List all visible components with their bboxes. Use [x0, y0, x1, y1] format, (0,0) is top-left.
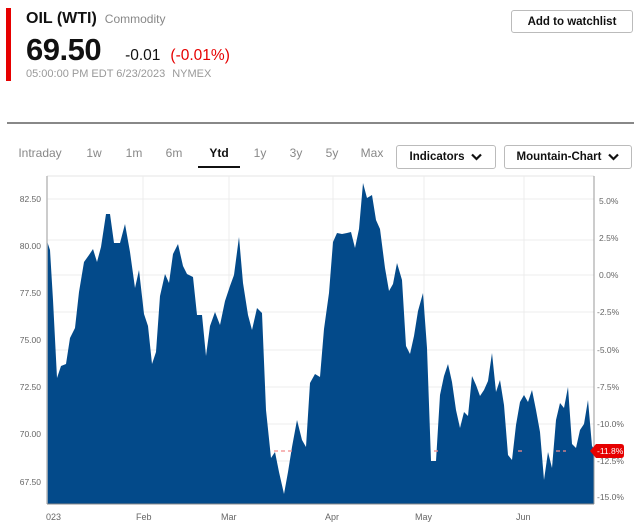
svg-text:-11.8%: -11.8% — [597, 446, 624, 456]
tab-intraday[interactable]: Intraday — [18, 146, 62, 160]
left-y-axis: 82.50 80.00 77.50 75.00 72.50 70.00 67.5… — [20, 194, 42, 487]
svg-text:-7.5%: -7.5% — [597, 382, 620, 392]
indicators-label: Indicators — [409, 151, 465, 163]
range-tabs: Intraday 1w 1m 6m Ytd 1y 3y 5y Max — [8, 140, 394, 170]
accent-bar — [6, 8, 11, 81]
tab-1m[interactable]: 1m — [125, 146, 143, 160]
x-axis: 023 Feb Mar Apr May Jun — [46, 512, 531, 522]
svg-text:Mar: Mar — [221, 512, 237, 522]
quote-header: OIL (WTI) Commodity 69.50 -0.01 (-0.01%)… — [6, 8, 386, 82]
tab-ytd[interactable]: Ytd — [198, 140, 240, 168]
svg-text:-5.0%: -5.0% — [597, 345, 620, 355]
add-to-watchlist-button[interactable]: Add to watchlist — [511, 10, 633, 33]
svg-text:82.50: 82.50 — [20, 194, 42, 204]
svg-text:Feb: Feb — [136, 512, 152, 522]
svg-text:72.50: 72.50 — [20, 382, 42, 392]
current-value-badge: -11.8% — [590, 444, 624, 458]
svg-text:023: 023 — [46, 512, 61, 522]
exchange-label: NYMEX — [172, 68, 212, 80]
asset-type-label: Commodity — [104, 12, 166, 26]
price-row: 69.50 -0.01 (-0.01%) — [26, 32, 230, 68]
svg-text:-12.5%: -12.5% — [597, 456, 624, 466]
svg-text:67.50: 67.50 — [20, 477, 42, 487]
tab-max[interactable]: Max — [360, 146, 384, 160]
tab-1y[interactable]: 1y — [253, 146, 267, 160]
svg-text:70.00: 70.00 — [20, 429, 42, 439]
price-area — [47, 183, 594, 504]
svg-text:-2.5%: -2.5% — [597, 307, 620, 317]
svg-text:5.0%: 5.0% — [599, 196, 619, 206]
symbol-title: OIL (WTI) — [26, 10, 97, 27]
svg-text:Jun: Jun — [516, 512, 531, 522]
price-change: -0.01 — [125, 47, 161, 64]
tab-3y[interactable]: 3y — [289, 146, 303, 160]
svg-text:80.00: 80.00 — [20, 241, 42, 251]
svg-text:-10.0%: -10.0% — [597, 419, 624, 429]
chart-type-dropdown[interactable]: Mountain-Chart — [504, 145, 632, 169]
timestamp-row: 05:00:00 PM EDT 6/23/2023 NYMEX — [26, 68, 211, 80]
svg-text:2.5%: 2.5% — [599, 233, 619, 243]
chevron-down-icon — [608, 153, 620, 161]
svg-text:0.0%: 0.0% — [599, 270, 619, 280]
title-row: OIL (WTI) Commodity — [26, 10, 165, 28]
section-divider — [7, 122, 634, 124]
price-change-percent: (-0.01%) — [170, 47, 230, 64]
last-price: 69.50 — [26, 32, 102, 67]
svg-text:May: May — [415, 512, 433, 522]
svg-text:-15.0%: -15.0% — [597, 492, 624, 502]
chevron-down-icon — [471, 153, 483, 161]
chart-type-label: Mountain-Chart — [516, 151, 602, 163]
price-chart[interactable]: 82.50 80.00 77.50 75.00 72.50 70.00 67.5… — [0, 174, 640, 528]
svg-text:75.00: 75.00 — [20, 335, 42, 345]
svg-text:Apr: Apr — [325, 512, 339, 522]
quote-timestamp: 05:00:00 PM EDT 6/23/2023 — [26, 68, 166, 80]
right-y-axis: 5.0% 2.5% 0.0% -2.5% -5.0% -7.5% -10.0% … — [597, 196, 624, 502]
tab-1w[interactable]: 1w — [86, 146, 102, 160]
tab-5y[interactable]: 5y — [325, 146, 339, 160]
indicators-dropdown[interactable]: Indicators — [396, 145, 496, 169]
svg-text:77.50: 77.50 — [20, 288, 42, 298]
tab-6m[interactable]: 6m — [165, 146, 183, 160]
